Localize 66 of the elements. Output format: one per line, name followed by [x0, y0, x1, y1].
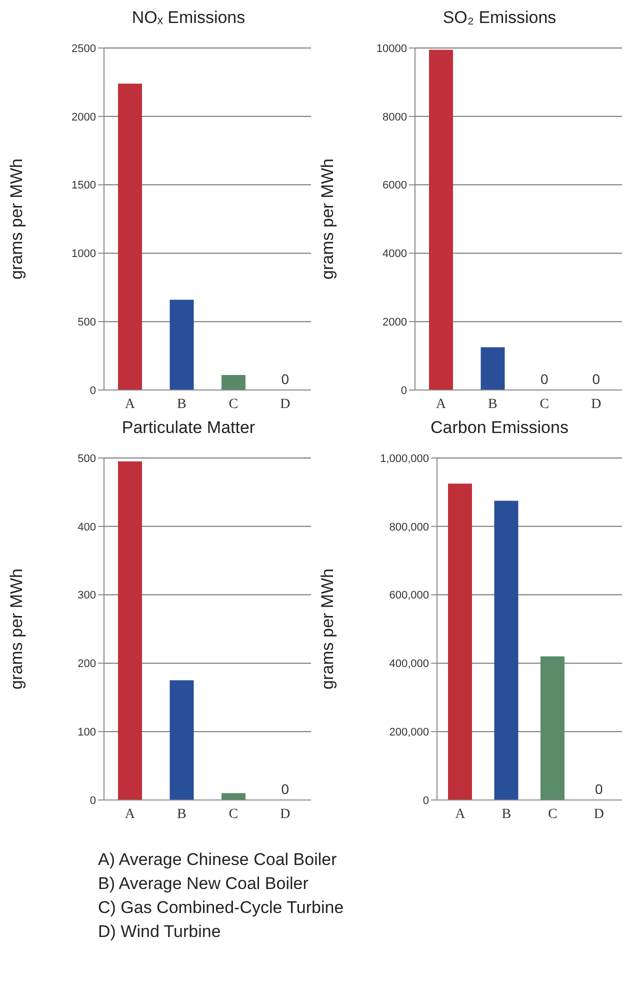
y-axis-title: grams per MWh	[318, 158, 338, 280]
bar	[118, 84, 142, 390]
x-tick-label: A	[455, 806, 466, 822]
x-tick-label: C	[228, 806, 238, 822]
text: A) Average Chinese Coal Boiler	[98, 849, 338, 871]
bar	[494, 500, 518, 800]
y-tick-label: 600,000	[389, 590, 429, 602]
bar	[222, 374, 246, 390]
y-tick-label: 0	[422, 794, 429, 807]
y-tick-label: 6000	[382, 180, 407, 192]
y-tick-label: 400,000	[389, 658, 429, 670]
x-tick-label: C	[540, 396, 550, 412]
y-tick-label: 2500	[72, 42, 96, 55]
x-tick-label: B	[488, 396, 498, 412]
y-tick-label: 200,000	[389, 726, 429, 739]
y-tick-label: 1000	[72, 248, 96, 260]
bar	[540, 656, 564, 800]
y-tick-label: 10000	[376, 42, 407, 55]
y-tick-label: 400	[78, 521, 96, 534]
y-tick-label: 2000	[382, 316, 407, 329]
x-tick-label: C	[548, 806, 558, 822]
bar	[448, 484, 472, 800]
x-tick-label: B	[176, 396, 186, 412]
y-tick-label: 500	[78, 452, 96, 465]
x-tick-label: A	[124, 396, 136, 412]
x-tick-label: D	[594, 806, 604, 822]
chart-title: Carbon Emissions	[430, 418, 570, 439]
x-tick-label: B	[176, 806, 186, 822]
y-tick-label: 100	[78, 726, 96, 739]
y-tick-label: 8000	[382, 111, 407, 124]
x-tick-label: A	[436, 396, 447, 412]
chart-title: Particulate Matter	[120, 418, 256, 439]
text: B) Average New Coal Boiler	[98, 873, 310, 895]
y-tick-label: 1,000,000	[380, 452, 429, 465]
data-label: 0	[540, 371, 548, 387]
text: D) Wind Turbine	[98, 921, 222, 943]
chart-title: NOₓ Emissions	[130, 8, 246, 29]
y-tick-label: 1500	[72, 180, 96, 192]
text: C) Gas Combined-Cycle Turbine	[98, 897, 345, 919]
chart-title: SO₂ Emissions	[442, 8, 558, 29]
bar	[118, 461, 142, 800]
y-tick-label: 300	[78, 590, 96, 602]
data-label: 0	[592, 371, 600, 387]
data-label: 0	[281, 371, 290, 387]
y-tick-label: 0	[90, 384, 96, 397]
x-tick-label: D	[280, 396, 290, 412]
x-tick-label: C	[228, 396, 238, 412]
data-label: 0	[594, 781, 603, 797]
y-axis-title: grams per MWh	[7, 568, 26, 690]
y-tick-label: 800,000	[389, 521, 429, 534]
x-tick-label: B	[502, 806, 512, 822]
y-tick-label: 0	[90, 794, 96, 807]
y-axis-title: grams per MWh	[318, 568, 338, 690]
y-tick-label: 200	[78, 658, 96, 670]
y-axis-title: grams per MWh	[7, 158, 26, 280]
y-tick-label: 4000	[382, 248, 407, 260]
bar	[170, 300, 194, 390]
bar	[170, 680, 194, 800]
x-tick-label: A	[124, 806, 136, 822]
x-tick-label: D	[280, 806, 290, 822]
bar	[222, 793, 246, 800]
y-tick-label: 500	[78, 316, 96, 329]
x-tick-label: D	[591, 396, 602, 412]
y-tick-label: 2000	[72, 111, 96, 124]
y-tick-label: 0	[400, 384, 407, 397]
data-label: 0	[281, 781, 290, 797]
